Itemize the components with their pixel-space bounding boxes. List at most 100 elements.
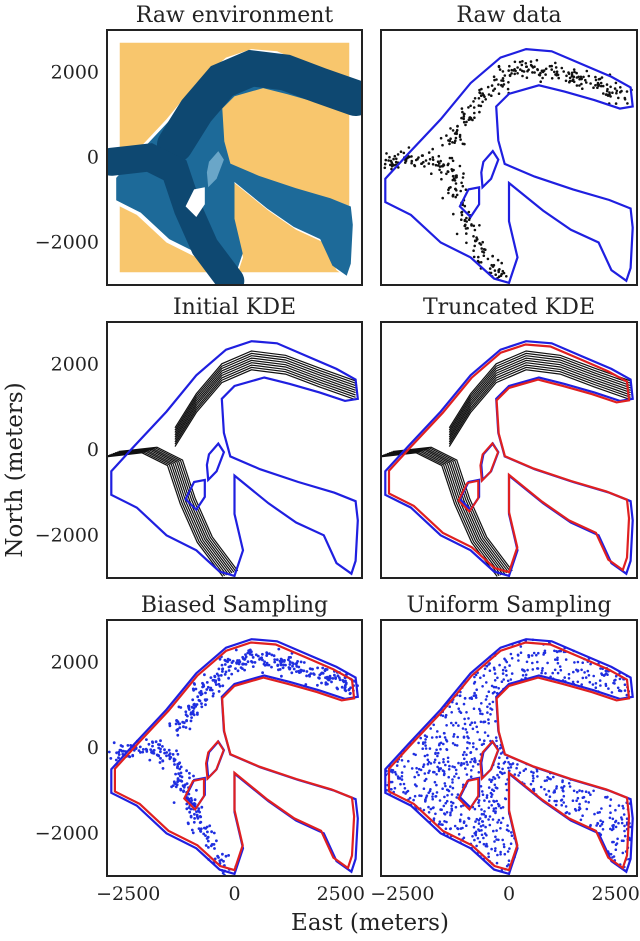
data-point bbox=[171, 753, 175, 756]
data-point bbox=[334, 677, 337, 680]
data-point bbox=[537, 73, 541, 77]
data-point bbox=[474, 694, 478, 697]
data-point bbox=[481, 824, 485, 827]
data-point bbox=[443, 732, 446, 735]
data-point bbox=[591, 683, 595, 686]
data-point bbox=[488, 267, 492, 270]
data-point bbox=[611, 825, 615, 829]
data-point bbox=[475, 844, 478, 848]
data-point bbox=[554, 803, 558, 807]
data-point bbox=[525, 660, 529, 664]
data-point bbox=[496, 821, 499, 824]
data-point bbox=[168, 722, 172, 726]
data-point bbox=[152, 749, 156, 752]
data-point bbox=[415, 771, 419, 774]
data-point bbox=[418, 794, 421, 797]
data-point bbox=[555, 650, 559, 654]
data-point bbox=[194, 705, 198, 708]
data-point bbox=[623, 829, 626, 833]
data-point bbox=[472, 224, 476, 228]
data-point bbox=[446, 760, 450, 763]
data-point bbox=[395, 157, 398, 161]
data-point bbox=[128, 755, 132, 759]
data-point bbox=[505, 275, 508, 278]
data-point bbox=[582, 75, 585, 79]
data-point bbox=[505, 660, 509, 664]
data-point bbox=[500, 79, 503, 82]
data-point bbox=[507, 859, 511, 862]
data-point bbox=[204, 844, 208, 847]
data-point bbox=[622, 807, 625, 810]
data-point bbox=[560, 803, 563, 807]
data-point bbox=[505, 674, 508, 677]
data-point bbox=[493, 269, 497, 272]
data-point bbox=[571, 78, 575, 81]
data-point bbox=[578, 806, 581, 809]
data-point bbox=[383, 166, 387, 170]
data-point bbox=[527, 655, 531, 659]
data-point bbox=[564, 79, 568, 83]
data-point bbox=[502, 845, 506, 849]
data-point bbox=[502, 678, 506, 681]
data-point bbox=[488, 702, 491, 706]
data-point bbox=[396, 153, 400, 156]
data-point bbox=[444, 827, 448, 830]
data-point bbox=[152, 751, 156, 755]
data-point bbox=[448, 764, 451, 768]
data-point bbox=[435, 748, 438, 752]
data-point bbox=[394, 773, 398, 776]
data-point bbox=[458, 694, 462, 697]
data-point bbox=[516, 763, 519, 766]
kde-contour-upper bbox=[174, 369, 356, 447]
data-point bbox=[215, 839, 218, 843]
data-point bbox=[179, 771, 183, 775]
data-point bbox=[573, 661, 576, 664]
data-point bbox=[467, 118, 471, 122]
panel-title: Raw environment bbox=[136, 3, 334, 28]
data-point bbox=[583, 671, 586, 674]
data-point bbox=[451, 786, 455, 790]
data-point bbox=[428, 747, 432, 750]
data-point bbox=[514, 69, 517, 73]
data-point bbox=[424, 159, 428, 162]
data-point bbox=[450, 800, 453, 804]
data-point bbox=[614, 678, 617, 682]
data-point bbox=[492, 775, 495, 779]
kde-contour-upper bbox=[174, 362, 356, 440]
data-point bbox=[502, 83, 506, 86]
data-point bbox=[208, 824, 212, 828]
y-tick-label: 0 bbox=[87, 737, 99, 759]
data-point bbox=[457, 707, 461, 710]
data-point bbox=[453, 765, 456, 769]
data-point bbox=[205, 681, 209, 684]
data-point bbox=[227, 676, 231, 680]
data-point bbox=[185, 802, 189, 806]
data-point bbox=[250, 650, 253, 654]
data-point bbox=[309, 672, 313, 675]
data-point bbox=[498, 756, 501, 759]
data-point bbox=[487, 806, 491, 810]
data-point bbox=[497, 92, 501, 95]
data-point bbox=[221, 670, 224, 673]
data-point bbox=[472, 249, 475, 252]
data-point bbox=[608, 804, 612, 808]
data-point bbox=[456, 735, 460, 739]
data-point bbox=[567, 672, 571, 676]
data-point bbox=[445, 799, 449, 803]
data-point bbox=[589, 662, 592, 666]
data-point bbox=[463, 112, 466, 116]
data-point bbox=[265, 652, 269, 656]
data-point bbox=[497, 269, 500, 272]
data-point bbox=[539, 80, 542, 83]
data-point bbox=[262, 662, 266, 666]
data-point bbox=[607, 687, 610, 690]
data-point bbox=[246, 660, 250, 664]
data-point bbox=[488, 800, 491, 803]
data-point bbox=[180, 775, 184, 779]
deep-channel-upper bbox=[157, 49, 362, 163]
data-point bbox=[470, 721, 474, 724]
data-point bbox=[423, 741, 427, 744]
data-point bbox=[474, 696, 478, 699]
data-point bbox=[477, 255, 480, 259]
data-point bbox=[404, 161, 407, 164]
